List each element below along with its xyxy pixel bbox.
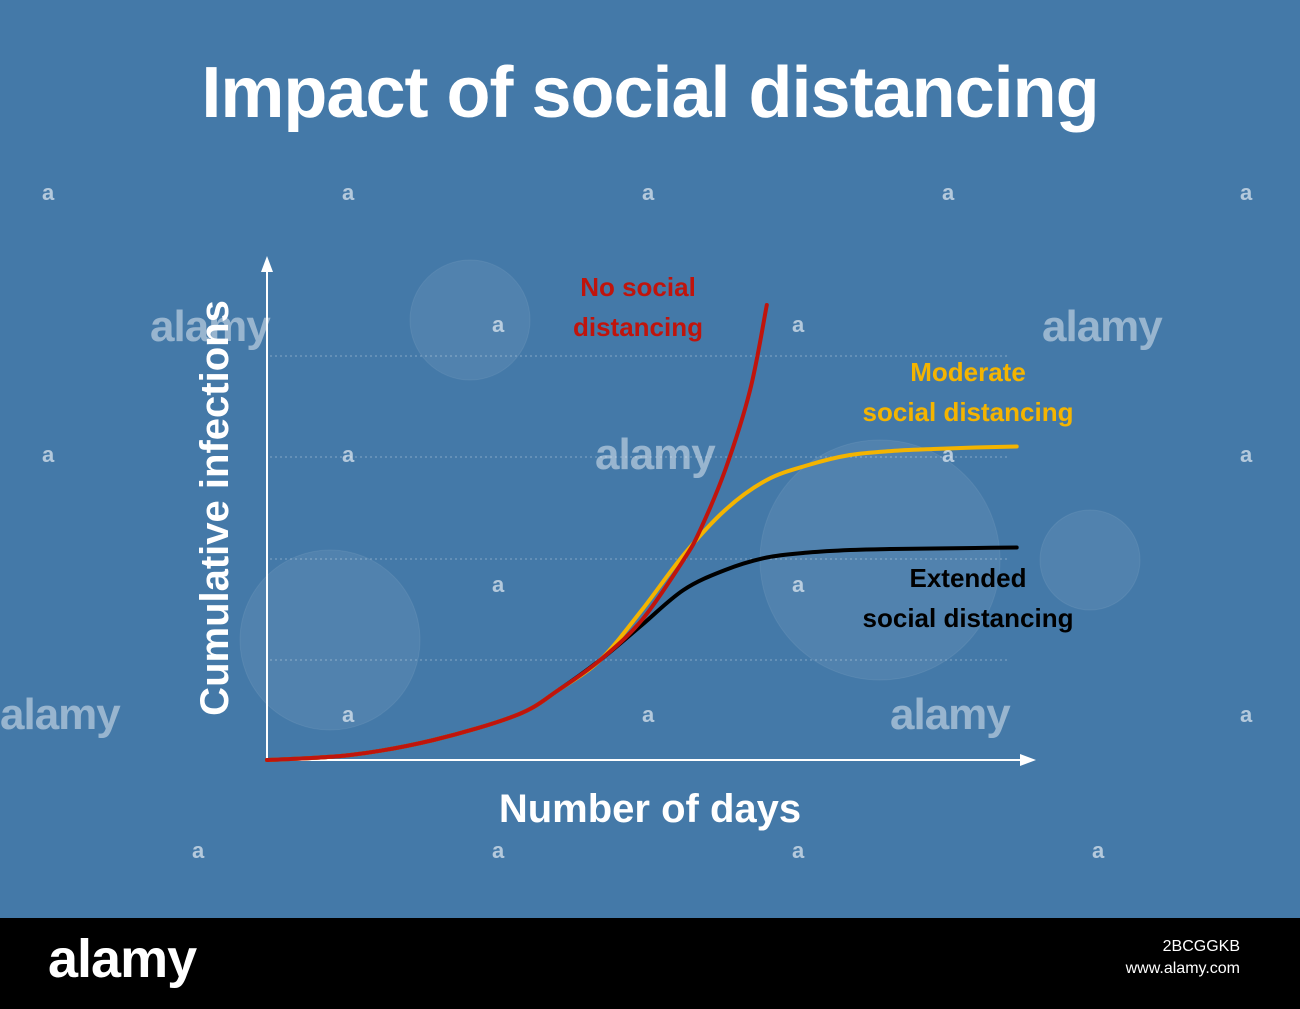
watermark-mark: a	[1240, 180, 1253, 205]
footer-info: 2BCGGKB www.alamy.com	[1126, 936, 1240, 980]
watermark-mark: a	[942, 442, 955, 467]
virus-background	[239, 259, 1141, 731]
watermark-mark: a	[42, 442, 55, 467]
image-id: 2BCGGKB	[1162, 938, 1240, 955]
watermark-text: alamy	[595, 430, 716, 479]
watermark-mark: a	[792, 572, 805, 597]
virus-shape	[1039, 509, 1141, 611]
series-line-0	[265, 303, 769, 762]
watermark-mark: a	[342, 180, 355, 205]
x-axis-arrow	[1020, 754, 1036, 766]
y-axis-label: Cumulative infections	[193, 300, 237, 716]
watermark-mark: a	[642, 180, 655, 205]
gridlines	[270, 355, 1010, 661]
watermark-text: alamy	[0, 690, 121, 739]
watermark-text: alamy	[1042, 302, 1163, 351]
label-no-line1: No social	[580, 272, 696, 302]
chart-panel: Number of days Cumulative infections No …	[0, 0, 1300, 918]
label-mod-line2: social distancing	[863, 397, 1074, 427]
label-no-line2: distancing	[573, 312, 703, 342]
watermark-mark: a	[492, 572, 505, 597]
watermark-mark: a	[342, 442, 355, 467]
watermark-mark: a	[642, 702, 655, 727]
footer-bar	[0, 918, 1300, 1009]
watermark-mark: a	[492, 838, 505, 863]
watermark-mark: a	[792, 838, 805, 863]
chart-svg: Number of days Cumulative infections No …	[193, 256, 1141, 831]
watermark-text: alamy	[150, 302, 271, 351]
axes	[261, 256, 1036, 766]
virus-shape	[409, 259, 531, 381]
watermark-mark: a	[1240, 442, 1253, 467]
site-url: www.alamy.com	[1125, 960, 1240, 977]
virus-shape	[759, 439, 1001, 681]
watermark-mark: a	[192, 838, 205, 863]
watermark-mark: a	[942, 180, 955, 205]
watermark-mark: a	[1240, 702, 1253, 727]
label-ext-line1: Extended	[909, 563, 1026, 593]
virus-shape	[239, 549, 421, 731]
series-layer	[265, 303, 1019, 762]
watermark-mark: a	[492, 312, 505, 337]
y-axis-arrow	[261, 256, 273, 272]
watermark-mark: a	[1092, 838, 1105, 863]
x-axis-label: Number of days	[499, 787, 801, 831]
label-ext-line2: social distancing	[863, 603, 1074, 633]
footer-logo: alamy	[48, 929, 197, 989]
label-mod-line1: Moderate	[910, 357, 1026, 387]
watermark-mark: a	[42, 180, 55, 205]
chart-title: Impact of social distancing	[201, 53, 1099, 133]
watermark-text: alamy	[890, 690, 1011, 739]
watermark-mark: a	[342, 702, 355, 727]
watermark-mark: a	[792, 312, 805, 337]
